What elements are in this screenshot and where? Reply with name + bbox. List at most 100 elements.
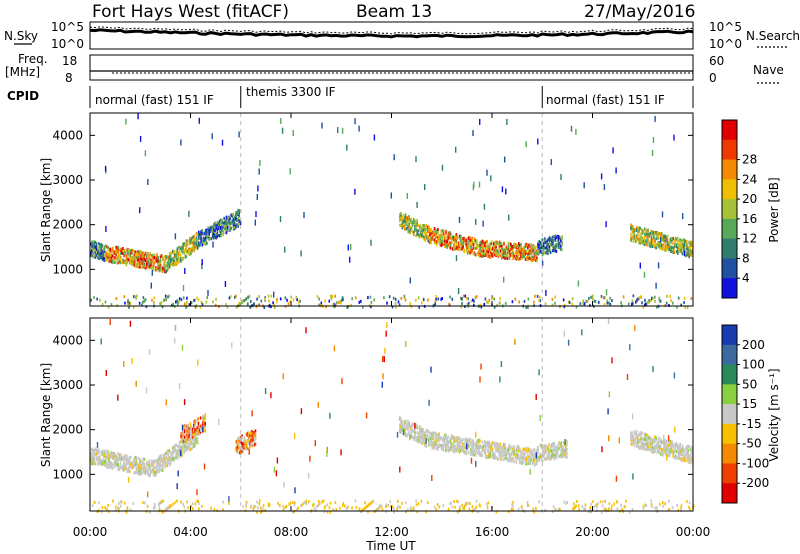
echo-cell [194, 443, 197, 447]
echo-cell [112, 462, 115, 466]
echo-cell [119, 461, 122, 465]
echo-cell [474, 253, 477, 257]
echo-cell [174, 253, 176, 257]
echo-cell [195, 428, 197, 432]
echo-cell [166, 461, 168, 465]
echo-cell [523, 299, 526, 303]
echo-cell [682, 250, 685, 253]
echo-cell [114, 261, 116, 264]
echo-cell [444, 236, 446, 240]
echo-cell [673, 134, 675, 141]
echo-cell [173, 256, 175, 260]
echo-cell [115, 297, 118, 301]
echo-cell [527, 447, 529, 450]
echo-cell [226, 216, 229, 220]
echo-cell [460, 305, 463, 309]
echo-cell [400, 421, 402, 425]
echo-cell [643, 232, 646, 236]
echo-cell [139, 262, 141, 266]
echo-cell [153, 474, 156, 477]
echo-cell [176, 258, 179, 262]
echo-cell [168, 255, 171, 259]
echo-cell [268, 299, 270, 303]
echo-cell [163, 258, 165, 262]
echo-cell [637, 297, 639, 301]
echo-cell [496, 303, 498, 307]
echo-cell [118, 456, 121, 460]
echo-cell [561, 241, 563, 245]
echo-cell [169, 451, 172, 455]
echo-cell [373, 298, 376, 302]
echo-cell [429, 228, 431, 231]
echo-cell [522, 449, 524, 453]
echo-cell [284, 246, 286, 253]
echo-cell [110, 464, 113, 468]
echo-cell [631, 299, 634, 303]
echo-cell [678, 249, 680, 253]
echo-cell [91, 448, 93, 452]
echo-cell [670, 299, 672, 303]
echo-cell [552, 453, 554, 457]
echo-cell [148, 262, 150, 266]
echo-cell [139, 260, 141, 264]
echo-cell [176, 302, 179, 306]
echo-cell [544, 444, 546, 448]
echo-cell [166, 464, 168, 468]
echo-cell [662, 246, 664, 250]
echo-cell [158, 267, 161, 270]
echo-cell [552, 235, 554, 239]
echo-cell [495, 444, 497, 448]
echo-cell [155, 465, 157, 469]
echo-cell [91, 452, 93, 456]
echo-cell [506, 256, 509, 260]
echo-cell [484, 244, 486, 248]
echo-cell [508, 242, 511, 246]
echo-cell [639, 239, 641, 243]
echo-cell [134, 455, 137, 459]
echo-cell [444, 439, 446, 443]
echo-cell [404, 421, 407, 425]
echo-cell [521, 253, 523, 257]
echo-cell [416, 232, 418, 236]
echo-cell [470, 249, 472, 253]
echo-cell [182, 296, 185, 300]
echo-cell [177, 245, 180, 249]
echo-cell [406, 227, 408, 230]
echo-cell [258, 303, 261, 307]
echo-cell [509, 458, 512, 462]
echo-cell [507, 459, 510, 463]
echo-cell [129, 301, 132, 305]
echo-cell [205, 229, 207, 233]
echo-cell [222, 233, 224, 237]
echo-cell [499, 446, 502, 450]
echo-cell [176, 261, 179, 265]
echo-cell [208, 228, 210, 232]
echo-cell [253, 435, 256, 439]
echo-cell [530, 243, 532, 246]
echo-cell [686, 306, 689, 309]
echo-cell [556, 235, 559, 239]
echo-cell [203, 418, 205, 422]
echo-cell [273, 303, 276, 307]
echo-cell [112, 456, 115, 460]
echo-cell [455, 437, 457, 441]
echo-cell [180, 438, 182, 442]
echo-cell [169, 461, 172, 465]
echo-cell [441, 438, 444, 442]
echo-cell [254, 437, 257, 441]
echo-cell [111, 454, 114, 457]
echo-cell [183, 249, 185, 253]
echo-cell [547, 453, 550, 457]
echo-cell [130, 463, 132, 466]
echo-cell [195, 232, 198, 236]
echo-cell [419, 232, 422, 236]
echo-cell [192, 244, 194, 248]
echo-cell [195, 420, 197, 423]
echo-cell [646, 301, 649, 305]
echo-cell [245, 447, 248, 451]
echo-cell [445, 445, 447, 449]
echo-cell [651, 241, 654, 245]
echo-cell [239, 439, 241, 443]
echo-cell [215, 236, 217, 240]
echo-cell [500, 446, 503, 450]
